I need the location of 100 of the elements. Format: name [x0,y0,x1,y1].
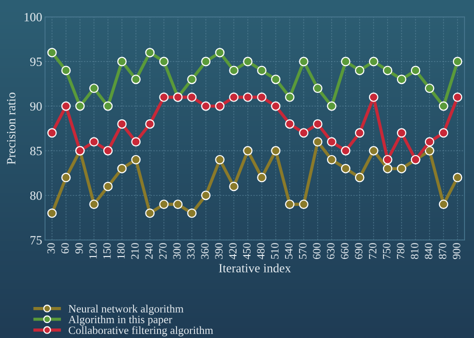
point [410,66,420,76]
point [424,137,434,147]
point [326,154,336,164]
x-tick-label: 390 [215,243,223,259]
point [257,172,266,182]
x-tick-label: 180 [117,243,125,258]
point [354,128,364,138]
point [396,164,406,174]
point [61,66,71,76]
point [340,56,350,66]
point [47,208,57,218]
point [131,74,141,84]
point [285,200,294,210]
x-tick-label: 240 [145,243,153,259]
point [354,172,364,182]
point [145,119,155,129]
point [131,137,141,147]
point [368,56,378,66]
point [271,146,280,156]
point [452,56,462,66]
point [326,137,336,147]
point [187,92,197,102]
point [47,48,57,58]
x-tick-label: 510 [271,243,279,259]
point [285,92,294,102]
point [201,56,211,66]
point [452,172,462,182]
point [312,119,322,129]
point [326,101,336,111]
point [89,84,99,94]
x-tick-label: 630 [326,243,334,259]
point [159,56,169,66]
point [438,200,448,210]
x-tick-label: 720 [368,243,376,259]
point [298,128,308,138]
point [382,164,392,174]
y-tick-label: 80 [30,191,42,200]
point [75,101,85,111]
x-tick-label: 360 [201,243,209,259]
point [103,101,113,111]
point [271,101,280,111]
legend-label: Algorithm in this paper [68,315,172,326]
point [187,208,197,218]
x-tick-label: 30 [47,243,55,254]
point [215,101,225,111]
point [438,128,448,138]
point [131,154,141,164]
point [354,66,364,76]
y-tick-label: 90 [30,102,42,111]
point [89,137,99,147]
point [187,74,197,84]
point [243,92,253,102]
point [285,119,294,129]
point [424,84,434,94]
x-tick-label: 780 [396,243,404,259]
x-tick-label: 570 [299,243,306,259]
point [312,84,322,94]
point [312,137,322,147]
point [368,146,378,156]
point [117,56,127,66]
point [229,182,239,192]
y-tick-label: 100 [24,12,42,22]
point [201,190,211,200]
point [215,154,225,164]
point [145,208,155,218]
point [243,146,253,156]
point [271,74,280,84]
x-tick-label: 690 [354,243,362,259]
point [257,92,266,102]
x-tick-label: 330 [187,243,195,259]
x-tick-label: 60 [61,243,69,254]
point [229,66,239,76]
point [257,66,266,76]
x-axis-title: Iterative index [218,264,291,272]
x-tick-label: 420 [229,243,237,260]
point [159,92,169,102]
point [396,128,406,138]
y-tick-label: 75 [30,236,42,244]
point [298,56,308,66]
point [117,119,127,129]
point [89,200,99,210]
x-tick-label: 150 [103,243,111,258]
point [382,66,392,76]
point [229,92,239,102]
y-axis-title: Precision ratio [7,92,16,164]
x-tick-label: 540 [285,243,293,259]
point [173,200,183,210]
x-tick-label: 90 [75,243,83,254]
x-tick-label: 210 [131,243,139,259]
point [452,92,462,102]
legend-label: Collaborative filtering algorithm [68,326,214,336]
y-tick-label: 85 [30,146,42,156]
point [382,154,392,164]
legend-label: Neural network algorithm [68,304,184,315]
point [159,200,169,210]
point [103,182,113,192]
point [438,101,448,111]
x-tick-label: 300 [173,243,181,259]
point [103,146,113,156]
x-tick-label: 750 [382,243,390,259]
